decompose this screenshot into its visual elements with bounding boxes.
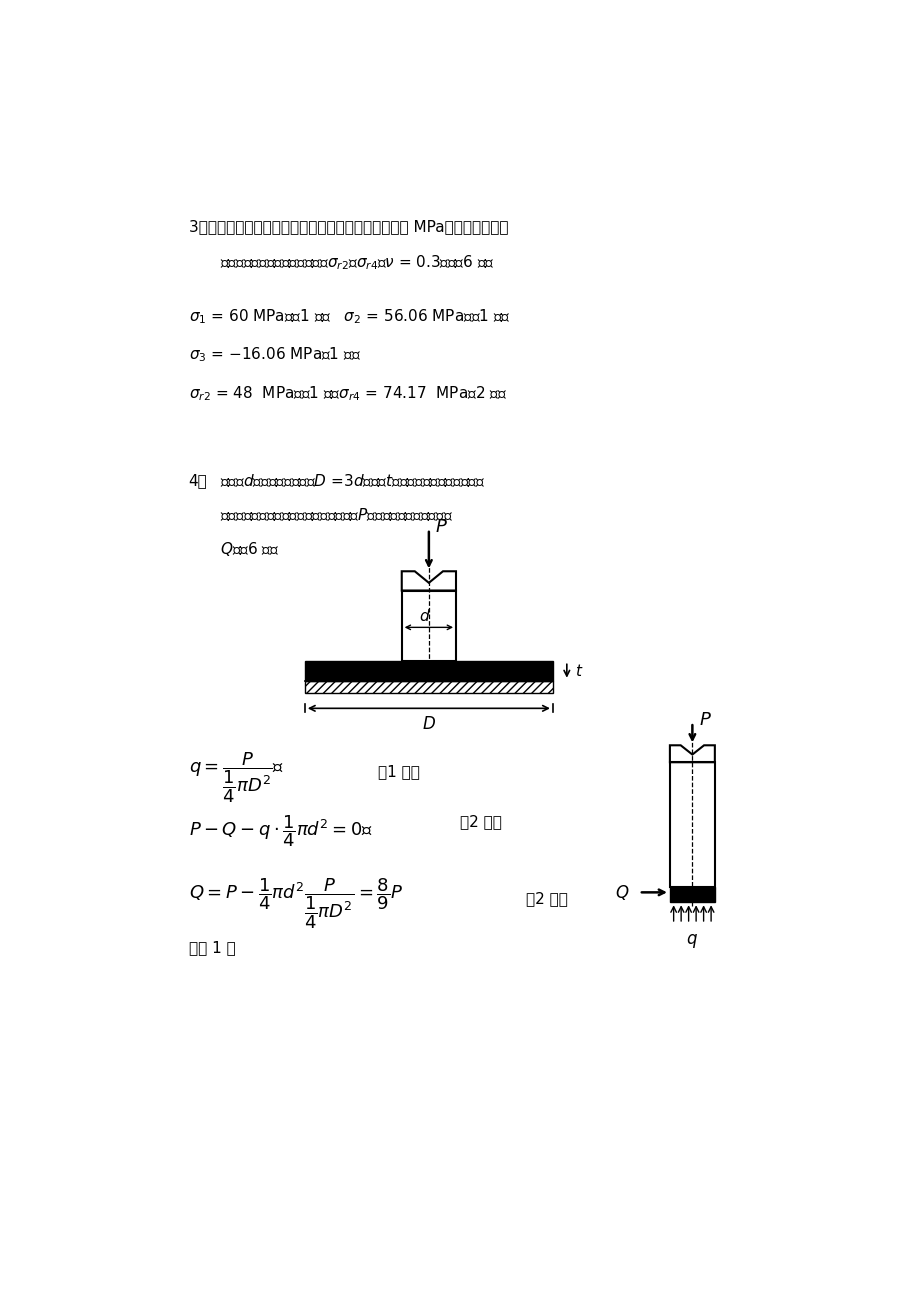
Text: $D$: $D$ xyxy=(422,715,436,733)
Text: $P$: $P$ xyxy=(435,518,448,536)
Text: $d$: $d$ xyxy=(419,608,430,624)
Text: $q = \dfrac{P}{\dfrac{1}{4}\pi D^2}$，: $q = \dfrac{P}{\dfrac{1}{4}\pi D^2}$， xyxy=(188,751,284,805)
Text: $\sigma_{r2}$ = 48  MPa，（1 分）$\sigma_{r4}$ = 74.17  MPa（2 分）: $\sigma_{r2}$ = 48 MPa，（1 分）$\sigma_{r4}… xyxy=(188,384,506,402)
Text: （1 分）: （1 分） xyxy=(378,764,420,780)
Polygon shape xyxy=(669,887,714,902)
Text: 作图 1 分: 作图 1 分 xyxy=(188,940,235,956)
Polygon shape xyxy=(304,681,552,693)
Text: 的支反力为均匀分布，圆柱承受轴向压力$P$，试求基座剪切面的剪力: 的支反力为均匀分布，圆柱承受轴向压力$P$，试求基座剪切面的剪力 xyxy=(220,506,452,523)
Text: （2 分）: （2 分） xyxy=(460,814,501,829)
Text: $Q = P - \dfrac{1}{4}\pi d^2 \dfrac{P}{\dfrac{1}{4}\pi D^2} = \dfrac{8}{9}P$: $Q = P - \dfrac{1}{4}\pi d^2 \dfrac{P}{\… xyxy=(188,878,403,931)
Text: 4．: 4． xyxy=(188,473,207,488)
Text: 直径为$d$的圆柱放在直径为$D$ =3$d$、厚为$t$的圆形基座上，地基对基座: 直径为$d$的圆柱放在直径为$D$ =3$d$、厚为$t$的圆形基座上，地基对基… xyxy=(220,473,484,490)
Text: $Q$。（6 分）: $Q$。（6 分） xyxy=(220,540,278,559)
Text: （2 分）: （2 分） xyxy=(525,891,567,906)
Text: $\sigma_3$ = −16.06 MPa（1 分）: $\sigma_3$ = −16.06 MPa（1 分） xyxy=(188,345,360,365)
Text: $Q$: $Q$ xyxy=(615,883,629,902)
Polygon shape xyxy=(304,661,552,681)
Text: $P$: $P$ xyxy=(698,711,710,729)
Text: $q$: $q$ xyxy=(686,932,698,949)
Text: 3．图示为某构件危险点的应力状态（图中应力单位为 MPa），试分别求其: 3．图示为某构件危险点的应力状态（图中应力单位为 MPa），试分别求其 xyxy=(188,219,507,234)
Text: $P - Q - q \cdot \dfrac{1}{4}\pi d^2 = 0$，: $P - Q - q \cdot \dfrac{1}{4}\pi d^2 = 0… xyxy=(188,814,372,849)
Text: $t$: $t$ xyxy=(574,663,583,680)
Text: 第二、第四强度理论的相当应力$\sigma_{r2}$、$\sigma_{r4}$（$\nu$ = 0.3）。（6 分）: 第二、第四强度理论的相当应力$\sigma_{r2}$、$\sigma_{r4}… xyxy=(220,254,494,272)
Text: $\sigma_1$ = 60 MPa，（1 分）   $\sigma_2$ = 56.06 MPa，（1 分）: $\sigma_1$ = 60 MPa，（1 分） $\sigma_2$ = 5… xyxy=(188,307,510,326)
